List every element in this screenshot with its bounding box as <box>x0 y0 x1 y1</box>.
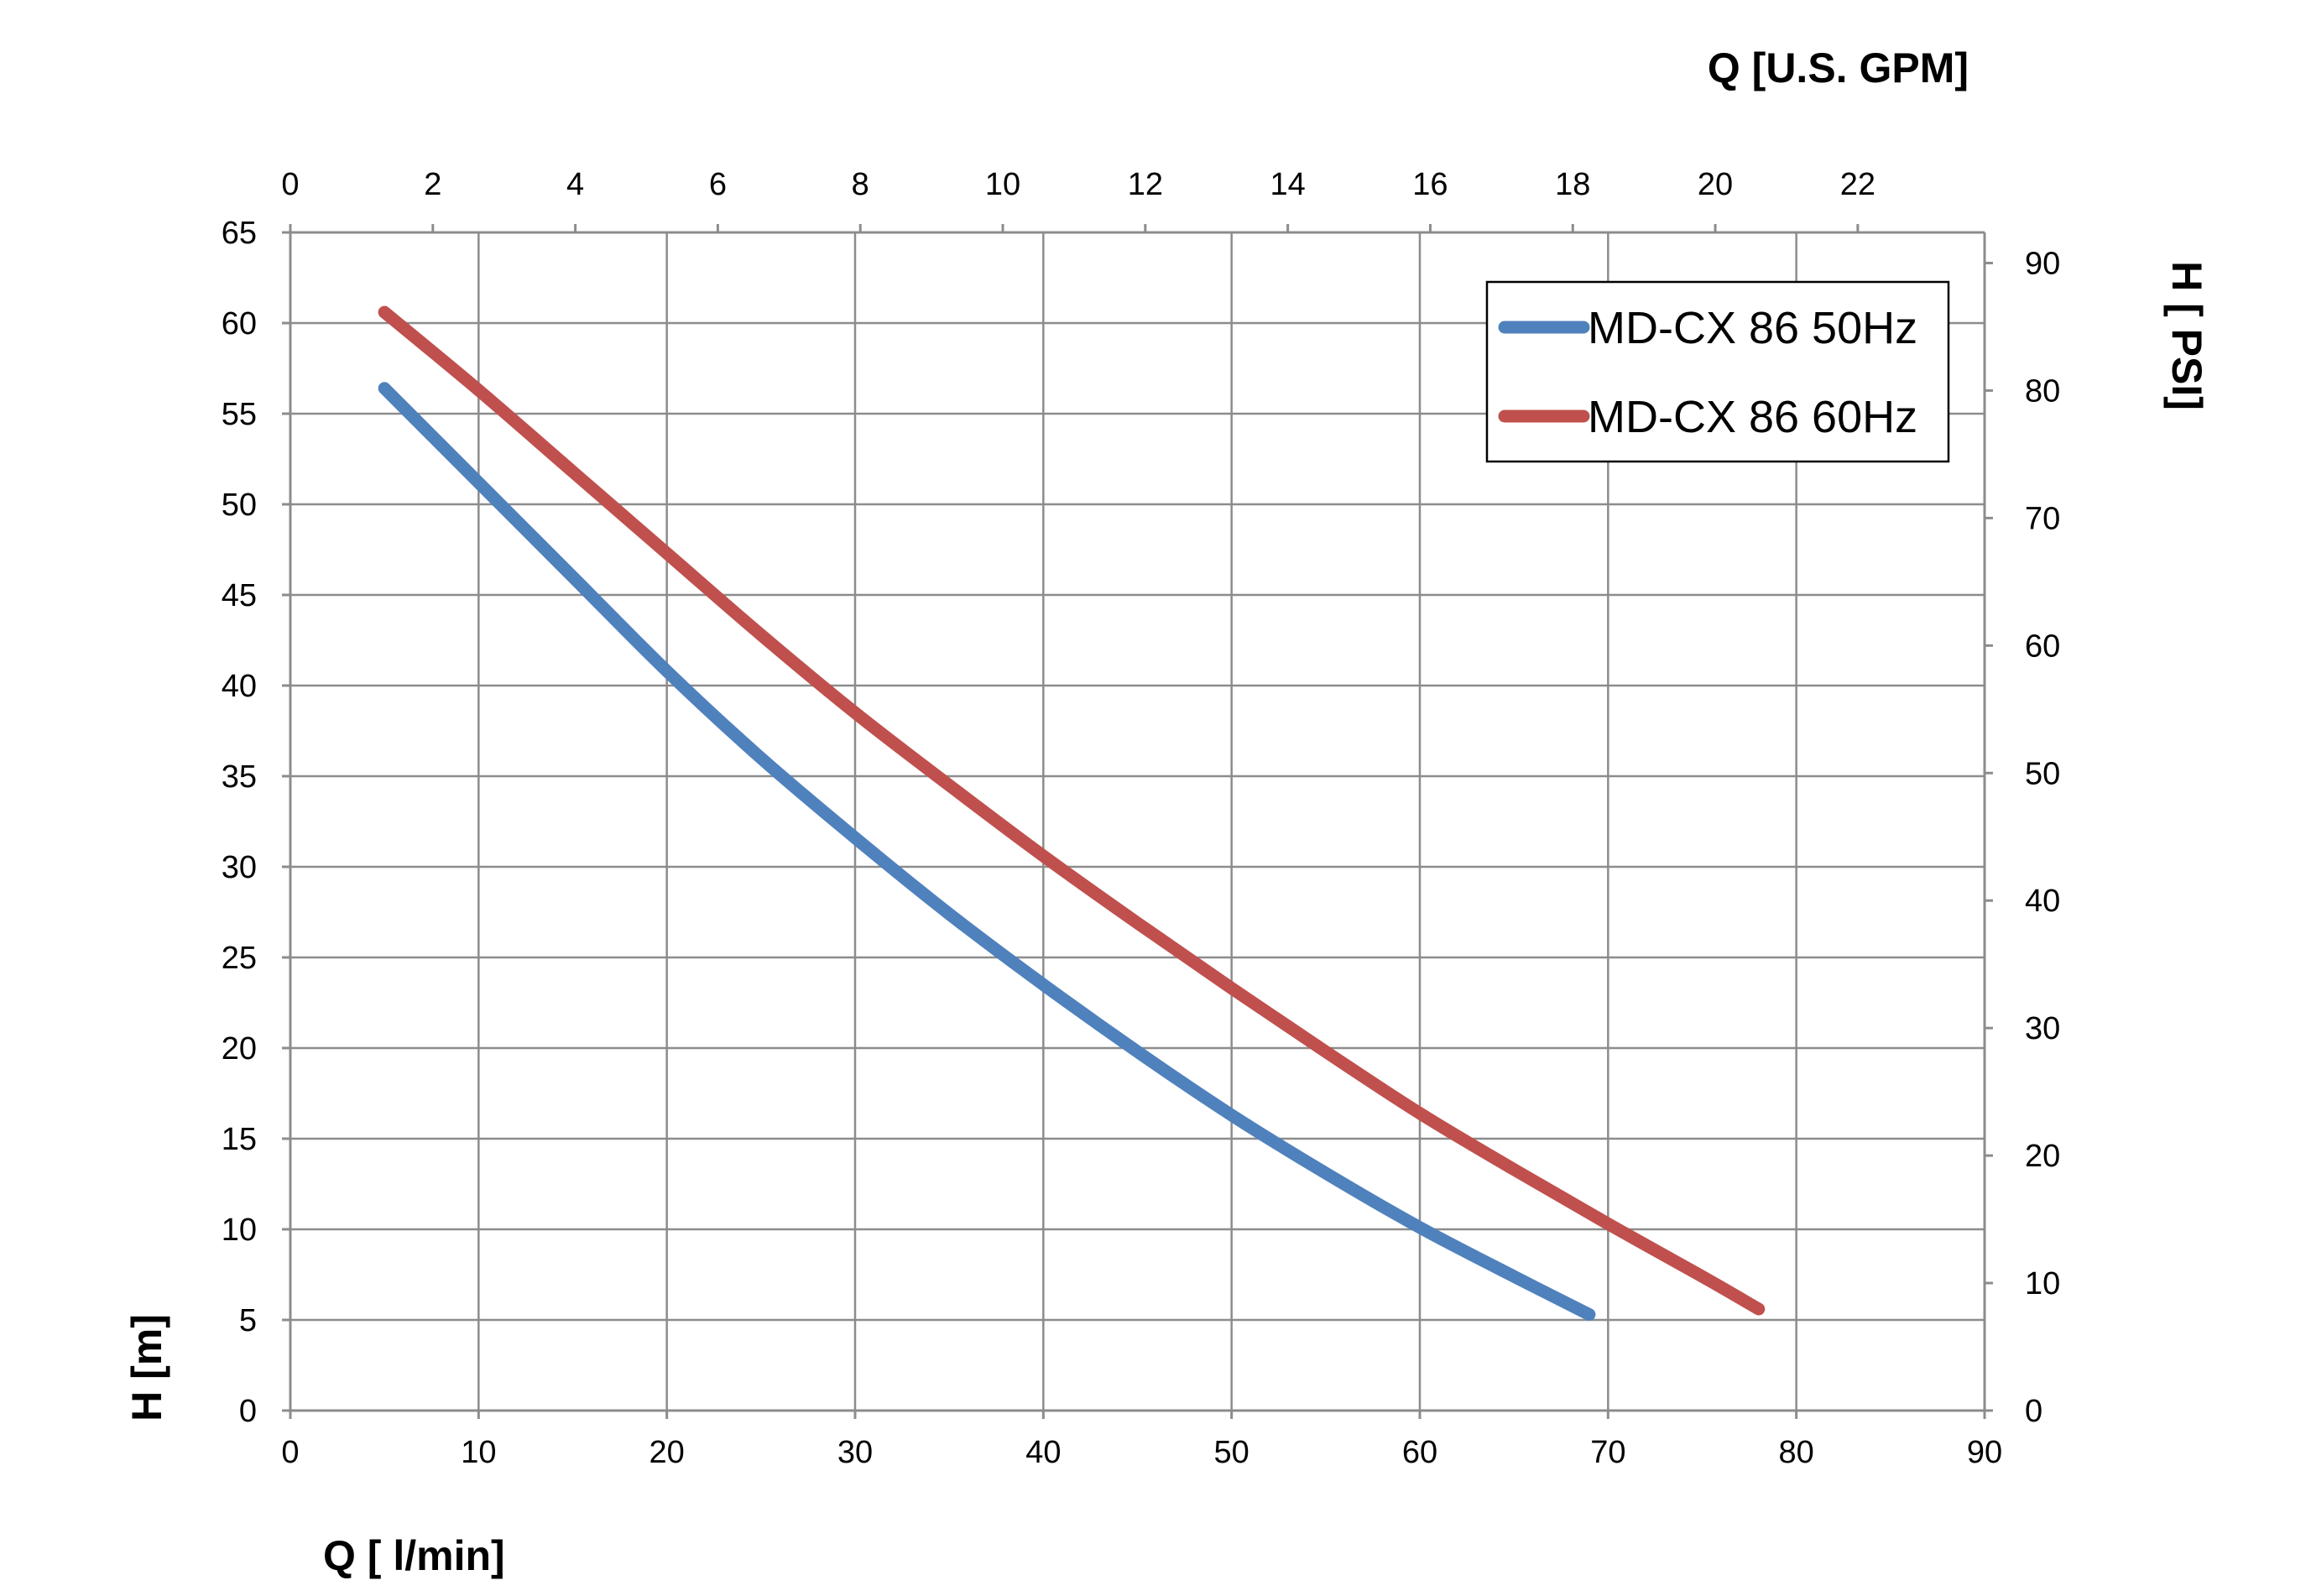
legend-box <box>1485 280 1950 463</box>
y-left-tick-label: 35 <box>222 759 257 795</box>
y-right-tick-label: 40 <box>2025 884 2060 919</box>
x-top-tick-label: 12 <box>1128 167 1163 202</box>
series-line-0 <box>378 382 1596 1322</box>
x-bottom-tick-label: 20 <box>649 1435 685 1470</box>
x-top-tick-label: 0 <box>281 167 299 202</box>
x-bottom-tick-label: 0 <box>281 1435 299 1470</box>
x-bottom-tick-label: 50 <box>1214 1435 1249 1470</box>
x-bottom-tick-label: 10 <box>461 1435 496 1470</box>
x-bottom-tick-label: 40 <box>1025 1435 1061 1470</box>
x-top-axis-title: Q [U.S. GPM] <box>1708 44 1969 91</box>
y-left-tick-label: 30 <box>222 850 257 885</box>
y-left-axis-title: H [m] <box>123 1314 170 1421</box>
x-bottom-axis-title: Q [ l/min] <box>323 1532 505 1579</box>
x-top-tick-label: 4 <box>566 167 584 202</box>
y-left-tick-label: 0 <box>239 1394 257 1429</box>
y-right-tick-label: 90 <box>2025 246 2060 281</box>
tick-labels: 0 10 20 30 40 50 60 70 80 900 2 4 6 8 10 12 14 16 18 20 2205… <box>222 167 2061 1470</box>
legend-label-50hz: MD-CX 86 50Hz <box>1588 303 1917 353</box>
axes <box>282 224 1993 1419</box>
y-right-tick-label: 60 <box>2025 628 2060 664</box>
y-left-tick-label: 20 <box>222 1031 257 1067</box>
x-top-tick-label: 20 <box>1698 167 1733 202</box>
x-top-tick-label: 16 <box>1412 167 1448 202</box>
x-top-tick-label: 8 <box>852 167 869 202</box>
legend-label-60hz: MD-CX 86 60Hz <box>1588 392 1917 442</box>
x-top-tick-label: 10 <box>985 167 1020 202</box>
x-top-tick-label: 18 <box>1555 167 1590 202</box>
y-left-tick-label: 15 <box>222 1122 257 1157</box>
y-left-tick-label: 5 <box>239 1303 257 1338</box>
y-left-tick-label: 65 <box>222 216 257 251</box>
y-right-tick-label: 80 <box>2025 373 2060 409</box>
x-bottom-tick-label: 30 <box>837 1435 873 1470</box>
x-top-tick-label: 2 <box>424 167 441 202</box>
y-left-tick-label: 45 <box>222 578 257 613</box>
x-bottom-tick-label: 90 <box>1967 1435 2002 1470</box>
series-lines <box>378 305 1766 1322</box>
y-right-tick-label: 70 <box>2025 501 2060 536</box>
y-right-axis-title: H [ PSI] <box>2163 261 2210 410</box>
y-left-tick-label: 25 <box>222 941 257 976</box>
y-right-tick-label: 20 <box>2025 1139 2060 1174</box>
y-left-tick-label: 55 <box>222 397 257 432</box>
x-top-tick-label: 14 <box>1270 167 1306 202</box>
x-bottom-tick-label: 80 <box>1779 1435 1814 1470</box>
x-top-tick-label: 22 <box>1840 167 1875 202</box>
y-right-tick-label: 30 <box>2025 1011 2060 1046</box>
series-line-1 <box>378 305 1766 1316</box>
x-bottom-tick-label: 70 <box>1590 1435 1625 1470</box>
grid <box>290 232 1985 1411</box>
y-left-tick-label: 50 <box>222 488 257 523</box>
y-right-tick-label: 0 <box>2025 1394 2042 1429</box>
x-bottom-tick-label: 60 <box>1402 1435 1437 1470</box>
y-left-tick-label: 40 <box>222 669 257 704</box>
y-left-tick-label: 60 <box>222 306 257 342</box>
y-right-tick-label: 50 <box>2025 756 2060 791</box>
y-left-tick-label: 10 <box>222 1213 257 1248</box>
y-right-tick-label: 10 <box>2025 1266 2060 1301</box>
x-top-tick-label: 6 <box>709 167 727 202</box>
legend: MD-CX 86 50Hz MD-CX 86 60Hz <box>1485 280 1950 463</box>
